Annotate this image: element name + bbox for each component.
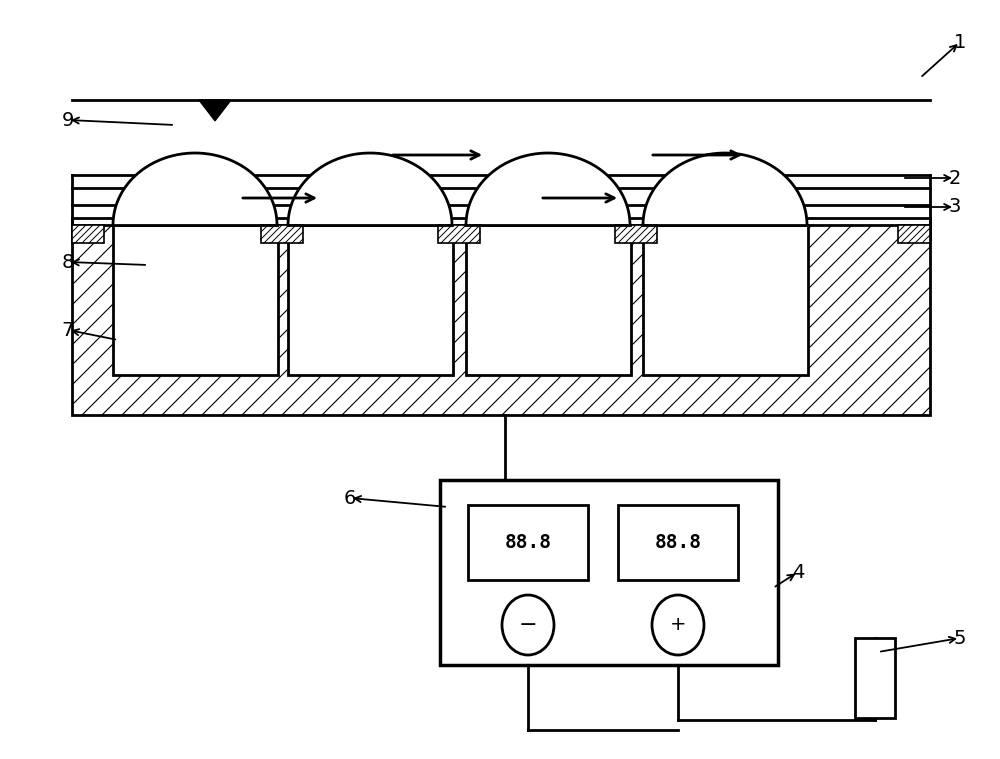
Text: 2: 2 <box>949 168 961 187</box>
Polygon shape <box>199 100 231 121</box>
Bar <box>113 225 278 375</box>
Text: 9: 9 <box>62 111 74 130</box>
Polygon shape <box>466 153 630 225</box>
Ellipse shape <box>502 595 554 655</box>
Polygon shape <box>113 153 277 225</box>
Bar <box>72 225 104 243</box>
Bar <box>440 480 778 665</box>
Bar <box>618 505 738 580</box>
Bar <box>615 225 657 243</box>
Text: 7: 7 <box>62 320 74 339</box>
Text: −: − <box>519 615 537 635</box>
Bar <box>898 225 930 243</box>
Bar <box>643 225 808 375</box>
Polygon shape <box>643 153 807 225</box>
Bar <box>466 225 631 375</box>
Bar <box>855 638 895 718</box>
Bar <box>261 225 303 243</box>
Polygon shape <box>288 153 452 225</box>
Bar <box>288 225 453 375</box>
Text: +: + <box>670 616 686 635</box>
Text: 3: 3 <box>949 197 961 216</box>
Text: 88.8: 88.8 <box>505 533 552 552</box>
Bar <box>72 225 930 415</box>
Text: 6: 6 <box>344 489 356 508</box>
Text: 88.8: 88.8 <box>654 533 702 552</box>
Text: 5: 5 <box>954 628 966 647</box>
Ellipse shape <box>652 595 704 655</box>
Bar <box>468 505 588 580</box>
Text: 1: 1 <box>954 33 966 52</box>
Text: 4: 4 <box>792 562 804 581</box>
Text: 8: 8 <box>62 253 74 272</box>
Bar <box>438 225 480 243</box>
